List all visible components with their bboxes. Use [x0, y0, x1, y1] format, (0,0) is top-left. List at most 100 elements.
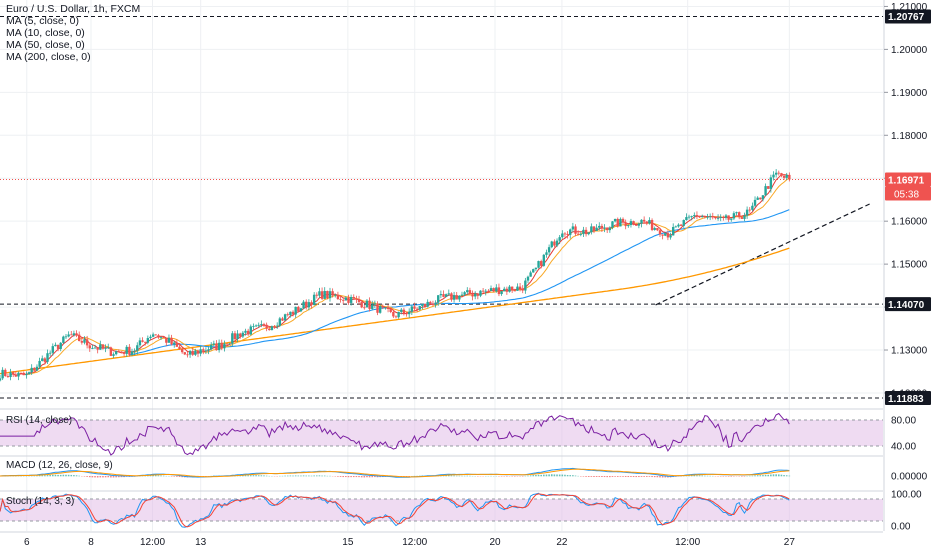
- candle-body: [197, 351, 199, 354]
- candle-body: [147, 338, 149, 343]
- macd-hist-bar: [643, 476, 645, 477]
- macd-hist-bar: [789, 476, 791, 477]
- candle-body: [537, 261, 539, 268]
- macd-hist-bar: [773, 474, 775, 476]
- macd-hist-bar: [337, 476, 339, 477]
- candle-body: [110, 347, 112, 356]
- candle-body: [519, 287, 521, 289]
- macd-hist-bar: [63, 475, 65, 477]
- macd-hist-bar: [569, 475, 571, 476]
- candle-body: [292, 312, 294, 315]
- candle-body: [263, 324, 265, 325]
- macd-hist-bar: [620, 476, 622, 477]
- macd-hist-bar: [266, 476, 268, 477]
- macd-hist-bar: [585, 476, 587, 477]
- badge-resistance: 1.20767: [888, 12, 925, 23]
- candle-body: [672, 227, 674, 235]
- candle-body: [360, 302, 362, 307]
- macd-hist-bar: [588, 476, 590, 477]
- candle-body: [128, 347, 130, 355]
- candle-body: [178, 347, 180, 349]
- ma200-legend[interactable]: MA (200, close, 0): [6, 51, 140, 63]
- candle-body: [25, 374, 27, 375]
- candle-body: [60, 343, 62, 349]
- candle-body: [588, 232, 590, 234]
- candle-body: [20, 373, 22, 374]
- ma10-legend[interactable]: MA (10, close, 0): [6, 27, 140, 39]
- candle-body: [593, 226, 595, 231]
- candle-body: [498, 287, 500, 294]
- candle-body: [437, 295, 439, 302]
- candle-body: [569, 229, 571, 234]
- stoch-label[interactable]: Stoch (14, 3, 3): [6, 496, 74, 507]
- y-tick-label: 1.13000: [891, 346, 928, 357]
- candle-body: [574, 226, 576, 233]
- macd-hist-bar: [651, 476, 653, 477]
- candle-body: [194, 351, 196, 355]
- candle-body: [192, 351, 194, 355]
- candle-body: [96, 348, 98, 350]
- candle-body: [139, 340, 141, 345]
- candle-body: [429, 302, 431, 304]
- candle-body: [640, 220, 642, 224]
- candle-body: [440, 294, 442, 295]
- macd-hist-bar: [704, 476, 706, 477]
- candle-body: [133, 351, 135, 352]
- candle-body: [78, 335, 80, 341]
- candle-body: [522, 289, 524, 291]
- candle-body: [316, 295, 318, 296]
- candle-body: [595, 228, 597, 231]
- macd-label[interactable]: MACD (12, 26, close, 9): [6, 460, 113, 471]
- candle-body: [756, 198, 758, 200]
- ma50-legend[interactable]: MA (50, close, 0): [6, 39, 140, 51]
- candle-body: [516, 287, 518, 291]
- candle-body: [762, 195, 764, 199]
- candle-body: [162, 337, 164, 338]
- candle-body: [598, 226, 600, 228]
- candle-body: [91, 348, 93, 349]
- candle-body: [120, 351, 122, 352]
- macd-hist-bar: [308, 476, 310, 477]
- candle-body: [632, 221, 634, 225]
- candle-body: [384, 307, 386, 308]
- candle-body: [382, 306, 384, 307]
- candle-body: [149, 337, 151, 338]
- candle-body: [654, 228, 656, 230]
- macd-hist-bar: [596, 476, 598, 477]
- macd-hist-bar: [173, 476, 175, 477]
- candle-body: [4, 370, 6, 376]
- macd-hist-bar: [78, 476, 80, 477]
- macd-hist-bar: [342, 476, 344, 477]
- candle-body: [15, 374, 17, 376]
- macd-hist-bar: [36, 476, 38, 477]
- candle-body: [289, 312, 291, 315]
- candle-body: [490, 288, 492, 291]
- candle-body: [646, 222, 648, 224]
- candle-body: [181, 349, 183, 352]
- candle-body: [339, 299, 341, 300]
- macd-axis-label: 0.00000: [891, 472, 928, 483]
- rsi-axis-label-40: 40.00: [891, 442, 916, 453]
- candle-body: [273, 326, 275, 327]
- candle-body: [170, 338, 172, 344]
- candle-body: [94, 348, 96, 349]
- candle-body: [685, 217, 687, 220]
- macd-hist-bar: [593, 476, 595, 477]
- candle-body: [104, 348, 106, 349]
- macd-hist-bar: [466, 476, 468, 477]
- macd-hist-bar: [179, 476, 181, 477]
- candle-body: [405, 313, 407, 314]
- macd-hist-bar: [358, 476, 360, 477]
- macd-hist-bar: [630, 476, 632, 477]
- macd-hist-bar: [649, 476, 651, 477]
- candle-body: [735, 212, 737, 213]
- candle-body: [326, 291, 328, 298]
- rsi-label[interactable]: RSI (14, close): [6, 415, 72, 426]
- ma5-legend[interactable]: MA (5, close, 0): [6, 15, 140, 27]
- candle-body: [746, 210, 748, 216]
- macd-hist-bar: [163, 476, 165, 477]
- candle-body: [696, 215, 698, 216]
- candle-body: [83, 339, 85, 342]
